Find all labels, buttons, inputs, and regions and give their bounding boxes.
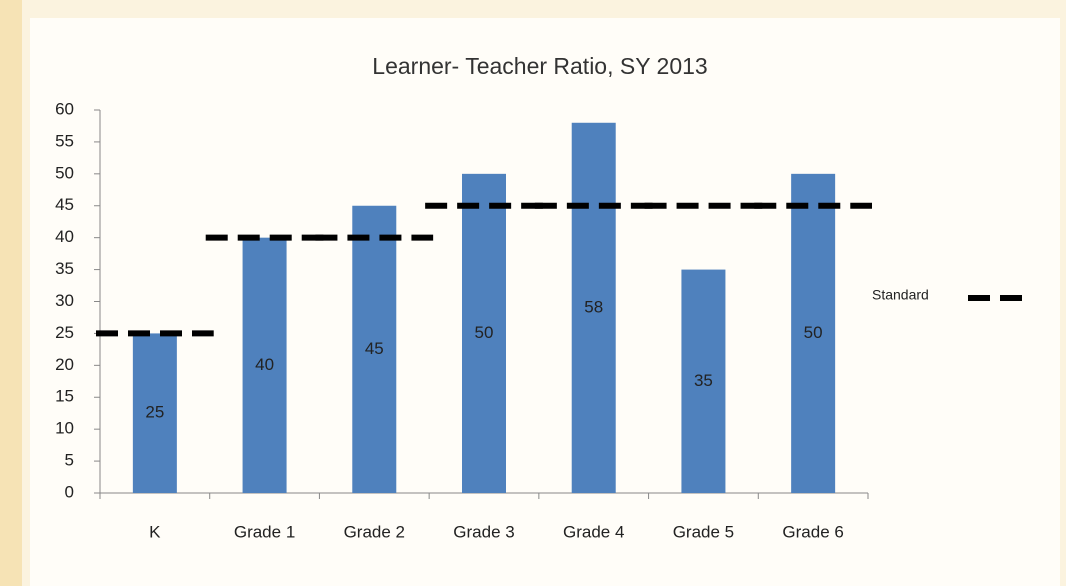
data-label: 45 <box>365 339 384 358</box>
x-tick-label: Grade 1 <box>234 522 295 541</box>
data-label: 40 <box>255 355 274 374</box>
x-tick-label: Grade 5 <box>673 522 734 541</box>
x-tick-label: Grade 2 <box>344 522 405 541</box>
x-tick-label: K <box>149 522 161 541</box>
y-tick-label: 55 <box>55 131 74 150</box>
x-tick-label: Grade 4 <box>563 522 624 541</box>
y-tick-label: 25 <box>55 323 74 342</box>
data-label: 35 <box>694 371 713 390</box>
legend-label: Standard <box>872 287 929 303</box>
chart: Learner- Teacher Ratio, SY 2013 0 5 10 15 20… <box>0 0 1066 586</box>
y-tick-label: 60 <box>55 99 74 118</box>
data-label: 25 <box>145 403 164 422</box>
x-tick-label: Grade 3 <box>453 522 514 541</box>
data-label: 50 <box>804 323 823 342</box>
chart-title: Learner- Teacher Ratio, SY 2013 <box>372 53 707 79</box>
y-tick-label: 50 <box>55 163 74 182</box>
x-tick-label: Grade 6 <box>782 522 843 541</box>
y-tick-label: 20 <box>55 355 74 374</box>
data-label: 50 <box>475 323 494 342</box>
y-tick-label: 35 <box>55 259 74 278</box>
y-tick-label: 10 <box>55 419 74 438</box>
page: Learner- Teacher Ratio, SY 2013 0 5 10 15 20… <box>0 0 1066 586</box>
y-tick-label: 40 <box>55 227 74 246</box>
data-label: 58 <box>584 297 603 316</box>
y-tick-label: 45 <box>55 195 74 214</box>
y-tick-label: 5 <box>65 451 74 470</box>
side-strip <box>0 0 22 586</box>
y-tick-label: 15 <box>55 387 74 406</box>
y-tick-label: 30 <box>55 291 74 310</box>
y-tick-label: 0 <box>65 482 74 501</box>
